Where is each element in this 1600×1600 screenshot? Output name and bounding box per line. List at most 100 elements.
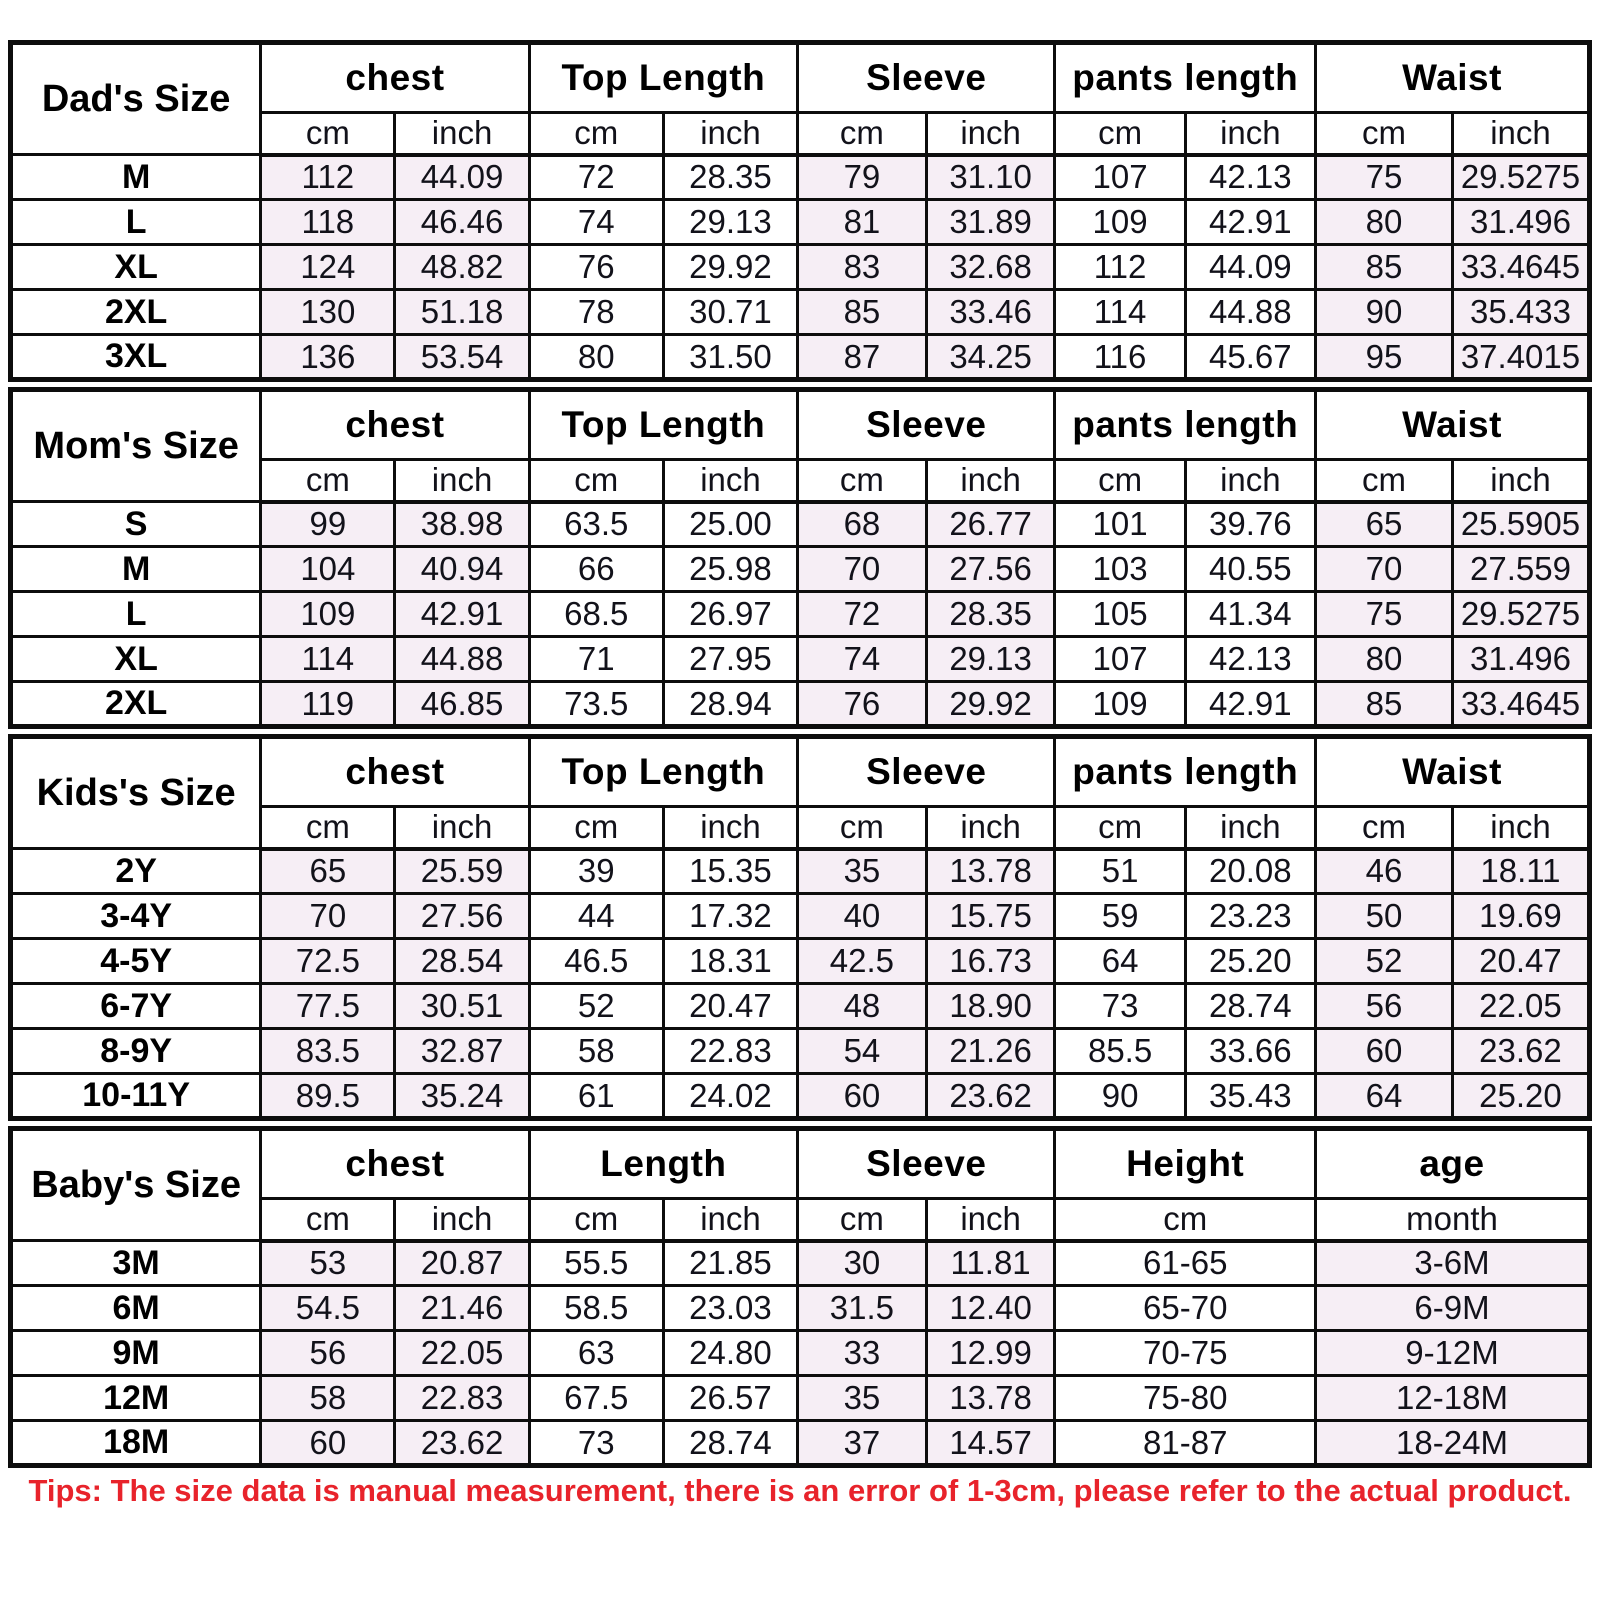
- unit-label: inch: [1183, 805, 1317, 851]
- measurement-cell: 18.31: [661, 937, 800, 985]
- column-group-label: Top Length: [527, 388, 800, 461]
- measurement-cell: 12.99: [924, 1329, 1057, 1377]
- unit-label: inch: [393, 458, 531, 504]
- measurement-cell: 30.71: [661, 288, 800, 336]
- measurement-cell: 32.87: [393, 1027, 531, 1075]
- measurement-cell: 42.13: [1183, 153, 1317, 201]
- measurement-cell: 39.76: [1183, 500, 1317, 548]
- table-row: 10-11Y 89.5 35.24 61 24.02 60 23.62 90 35.43 64 25…: [8, 1072, 1592, 1120]
- unit-label: inch: [393, 1197, 531, 1243]
- measurement-cell: 44.09: [1183, 243, 1317, 291]
- measurement-cell: 33.46: [924, 288, 1057, 336]
- measurement-cell: 61: [527, 1072, 665, 1120]
- measurement-cell: 37: [796, 1419, 928, 1467]
- measurement-cell: 6-9M: [1313, 1284, 1592, 1332]
- measurement-cell: 61-65: [1053, 1239, 1317, 1287]
- table-row: 3M 53 20.87 55.5 21.85 30 11.81 61-65 3-6M: [8, 1239, 1592, 1287]
- measurement-cell: 19.69: [1450, 892, 1592, 940]
- measurement-cell: 52: [1313, 937, 1454, 985]
- unit-label: cm: [527, 1197, 665, 1243]
- unit-label: inch: [661, 111, 800, 157]
- measurement-cell: 74: [796, 635, 928, 683]
- measurement-cell: 58: [527, 1027, 665, 1075]
- measurement-cell: 78: [527, 288, 665, 336]
- section-label: Dad's Size: [8, 41, 263, 156]
- unit-label: cm: [259, 805, 397, 851]
- row-size-label: 4-5Y: [8, 937, 263, 985]
- measurement-cell: 70: [1313, 545, 1454, 593]
- measurement-cell: 31.10: [924, 153, 1057, 201]
- measurement-cell: 63.5: [527, 500, 665, 548]
- measurement-cell: 21.46: [393, 1284, 531, 1332]
- table-row: 6-7Y 77.5 30.51 52 20.47 48 18.90 73 28.74 56 22.0…: [8, 982, 1592, 1030]
- size-chart-page: Dad's Size chest Top Length Sleeve pants len…: [8, 40, 1592, 1508]
- measurement-cell: 59: [1053, 892, 1187, 940]
- measurement-cell: 90: [1053, 1072, 1187, 1120]
- table-row: 4-5Y 72.5 28.54 46.5 18.31 42.5 16.73 64 25.20 52…: [8, 937, 1592, 985]
- row-size-label: L: [8, 590, 263, 638]
- measurement-cell: 90: [1313, 288, 1454, 336]
- measurement-cell: 28.74: [1183, 982, 1317, 1030]
- measurement-cell: 45.67: [1183, 333, 1317, 381]
- unit-label: cm: [796, 805, 928, 851]
- measurement-cell: 29.13: [661, 198, 800, 246]
- unit-label: inch: [1450, 458, 1592, 504]
- table-row: XL 114 44.88 71 27.95 74 29.13 107 42.13 80 31.496: [8, 635, 1592, 683]
- measurement-cell: 22.05: [1450, 982, 1592, 1030]
- measurement-cell: 31.89: [924, 198, 1057, 246]
- measurement-cell: 75: [1313, 590, 1454, 638]
- row-size-label: L: [8, 198, 263, 246]
- table-row: L 118 46.46 74 29.13 81 31.89 109 42.91 80 31.496: [8, 198, 1592, 246]
- table-row: 2XL 119 46.85 73.5 28.94 76 29.92 109 42.91 85 33.…: [8, 680, 1592, 728]
- unit-label: cm: [527, 458, 665, 504]
- size-table-section-0: Dad's Size chest Top Length Sleeve pants len…: [8, 40, 1592, 382]
- table-row: M 104 40.94 66 25.98 70 27.56 103 40.55 70 27.559: [8, 545, 1592, 593]
- measurement-cell: 104: [259, 545, 397, 593]
- measurement-cell: 33: [796, 1329, 928, 1377]
- measurement-cell: 114: [259, 635, 397, 683]
- measurement-cell: 46.46: [393, 198, 531, 246]
- column-group-label: Sleeve: [796, 388, 1057, 461]
- measurement-cell: 46.5: [527, 937, 665, 985]
- measurement-cell: 85: [1313, 680, 1454, 728]
- measurement-cell: 89.5: [259, 1072, 397, 1120]
- measurement-cell: 75-80: [1053, 1374, 1317, 1422]
- tips-note: Tips: The size data is manual measuremen…: [28, 1473, 1572, 1508]
- measurement-cell: 25.00: [661, 500, 800, 548]
- measurement-cell: 136: [259, 333, 397, 381]
- unit-label: inch: [393, 111, 531, 157]
- measurement-cell: 32.68: [924, 243, 1057, 291]
- measurement-cell: 15.75: [924, 892, 1057, 940]
- unit-label: cm: [1053, 1197, 1317, 1243]
- measurement-cell: 75: [1313, 153, 1454, 201]
- unit-label: cm: [259, 111, 397, 157]
- unit-label: inch: [393, 805, 531, 851]
- measurement-cell: 76: [796, 680, 928, 728]
- measurement-cell: 65: [1313, 500, 1454, 548]
- table-row: 3-4Y 70 27.56 44 17.32 40 15.75 59 23.23 50 19.69: [8, 892, 1592, 940]
- measurement-cell: 29.5275: [1450, 153, 1592, 201]
- row-size-label: 2XL: [8, 680, 263, 728]
- measurement-cell: 81: [796, 198, 928, 246]
- measurement-cell: 63: [527, 1329, 665, 1377]
- table-row: 2Y 65 25.59 39 15.35 35 13.78 51 20.08 46 18.11: [8, 847, 1592, 895]
- row-size-label: 6M: [8, 1284, 263, 1332]
- measurement-cell: 53.54: [393, 333, 531, 381]
- row-size-label: M: [8, 545, 263, 593]
- measurement-cell: 13.78: [924, 847, 1057, 895]
- measurement-cell: 35.43: [1183, 1072, 1317, 1120]
- measurement-cell: 48.82: [393, 243, 531, 291]
- column-group-label: Waist: [1313, 388, 1592, 461]
- unit-label: cm: [1313, 111, 1454, 157]
- column-group-label: pants length: [1053, 41, 1317, 114]
- measurement-cell: 67.5: [527, 1374, 665, 1422]
- row-size-label: XL: [8, 635, 263, 683]
- measurement-cell: 73: [527, 1419, 665, 1467]
- measurement-cell: 27.559: [1450, 545, 1592, 593]
- measurement-cell: 25.59: [393, 847, 531, 895]
- measurement-cell: 112: [1053, 243, 1187, 291]
- measurement-cell: 130: [259, 288, 397, 336]
- unit-label: cm: [796, 1197, 928, 1243]
- measurement-cell: 99: [259, 500, 397, 548]
- measurement-cell: 56: [259, 1329, 397, 1377]
